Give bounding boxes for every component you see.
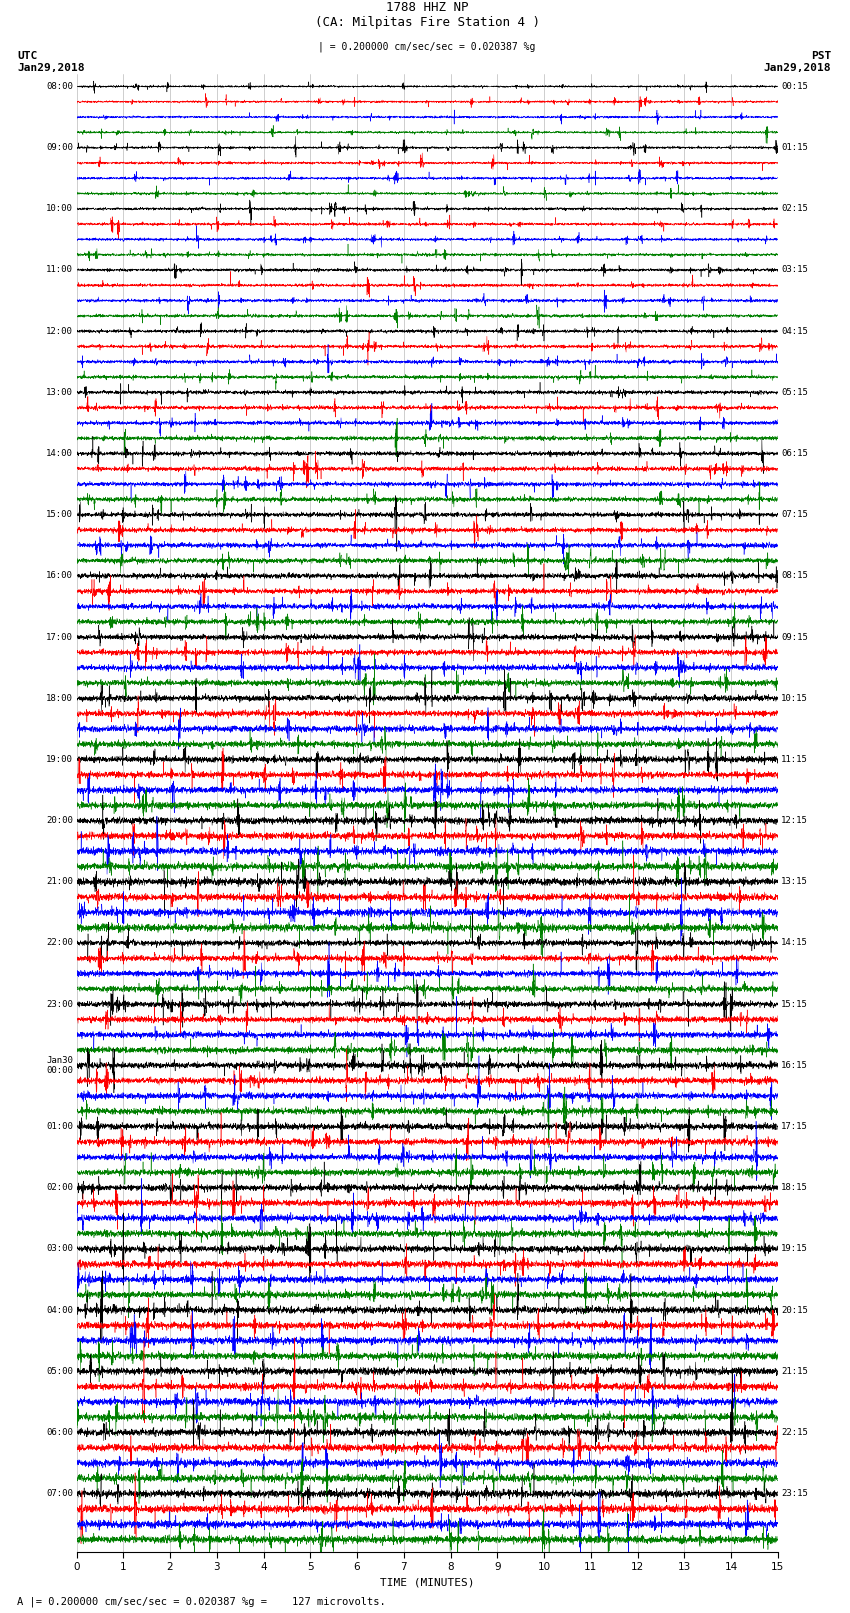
Text: 08:00: 08:00 xyxy=(46,82,73,90)
Text: 05:15: 05:15 xyxy=(781,387,808,397)
Text: 04:15: 04:15 xyxy=(781,327,808,336)
Text: 13:00: 13:00 xyxy=(46,387,73,397)
Text: | = 0.200000 cm/sec/sec = 0.020387 %g: | = 0.200000 cm/sec/sec = 0.020387 %g xyxy=(319,42,536,52)
Text: 21:15: 21:15 xyxy=(781,1366,808,1376)
Text: UTC: UTC xyxy=(17,52,37,61)
Text: 17:15: 17:15 xyxy=(781,1123,808,1131)
Text: Jan30
00:00: Jan30 00:00 xyxy=(46,1055,73,1074)
Text: 09:00: 09:00 xyxy=(46,144,73,152)
Text: 23:00: 23:00 xyxy=(46,1000,73,1008)
Text: 01:00: 01:00 xyxy=(46,1123,73,1131)
Text: 13:15: 13:15 xyxy=(781,877,808,886)
Text: 10:15: 10:15 xyxy=(781,694,808,703)
Text: 05:00: 05:00 xyxy=(46,1366,73,1376)
Text: 04:00: 04:00 xyxy=(46,1305,73,1315)
Text: 19:00: 19:00 xyxy=(46,755,73,765)
Text: 18:00: 18:00 xyxy=(46,694,73,703)
Text: 12:15: 12:15 xyxy=(781,816,808,826)
Text: 09:15: 09:15 xyxy=(781,632,808,642)
Text: 12:00: 12:00 xyxy=(46,327,73,336)
Text: 18:15: 18:15 xyxy=(781,1184,808,1192)
Text: Jan29,2018: Jan29,2018 xyxy=(17,63,84,73)
Text: 20:15: 20:15 xyxy=(781,1305,808,1315)
Text: 01:15: 01:15 xyxy=(781,144,808,152)
Text: 15:00: 15:00 xyxy=(46,510,73,519)
Text: 14:15: 14:15 xyxy=(781,939,808,947)
Text: 02:15: 02:15 xyxy=(781,205,808,213)
Text: 08:15: 08:15 xyxy=(781,571,808,581)
Text: 00:15: 00:15 xyxy=(781,82,808,90)
Text: 14:00: 14:00 xyxy=(46,448,73,458)
Text: 21:00: 21:00 xyxy=(46,877,73,886)
Text: 17:00: 17:00 xyxy=(46,632,73,642)
Text: 11:00: 11:00 xyxy=(46,266,73,274)
Text: 10:00: 10:00 xyxy=(46,205,73,213)
Text: 07:15: 07:15 xyxy=(781,510,808,519)
Text: 19:15: 19:15 xyxy=(781,1244,808,1253)
Text: 02:00: 02:00 xyxy=(46,1184,73,1192)
Text: Jan29,2018: Jan29,2018 xyxy=(764,63,831,73)
Text: 16:15: 16:15 xyxy=(781,1061,808,1069)
Title: 1788 HHZ NP
(CA: Milpitas Fire Station 4 ): 1788 HHZ NP (CA: Milpitas Fire Station 4… xyxy=(314,2,540,29)
Text: 20:00: 20:00 xyxy=(46,816,73,826)
Text: 15:15: 15:15 xyxy=(781,1000,808,1008)
X-axis label: TIME (MINUTES): TIME (MINUTES) xyxy=(380,1578,474,1587)
Text: 16:00: 16:00 xyxy=(46,571,73,581)
Text: 22:00: 22:00 xyxy=(46,939,73,947)
Text: 03:15: 03:15 xyxy=(781,266,808,274)
Text: 22:15: 22:15 xyxy=(781,1428,808,1437)
Text: 23:15: 23:15 xyxy=(781,1489,808,1498)
Text: 06:15: 06:15 xyxy=(781,448,808,458)
Text: A |= 0.200000 cm/sec/sec = 0.020387 %g =    127 microvolts.: A |= 0.200000 cm/sec/sec = 0.020387 %g =… xyxy=(17,1595,386,1607)
Text: 03:00: 03:00 xyxy=(46,1244,73,1253)
Text: 07:00: 07:00 xyxy=(46,1489,73,1498)
Text: 06:00: 06:00 xyxy=(46,1428,73,1437)
Text: PST: PST xyxy=(811,52,831,61)
Text: 11:15: 11:15 xyxy=(781,755,808,765)
